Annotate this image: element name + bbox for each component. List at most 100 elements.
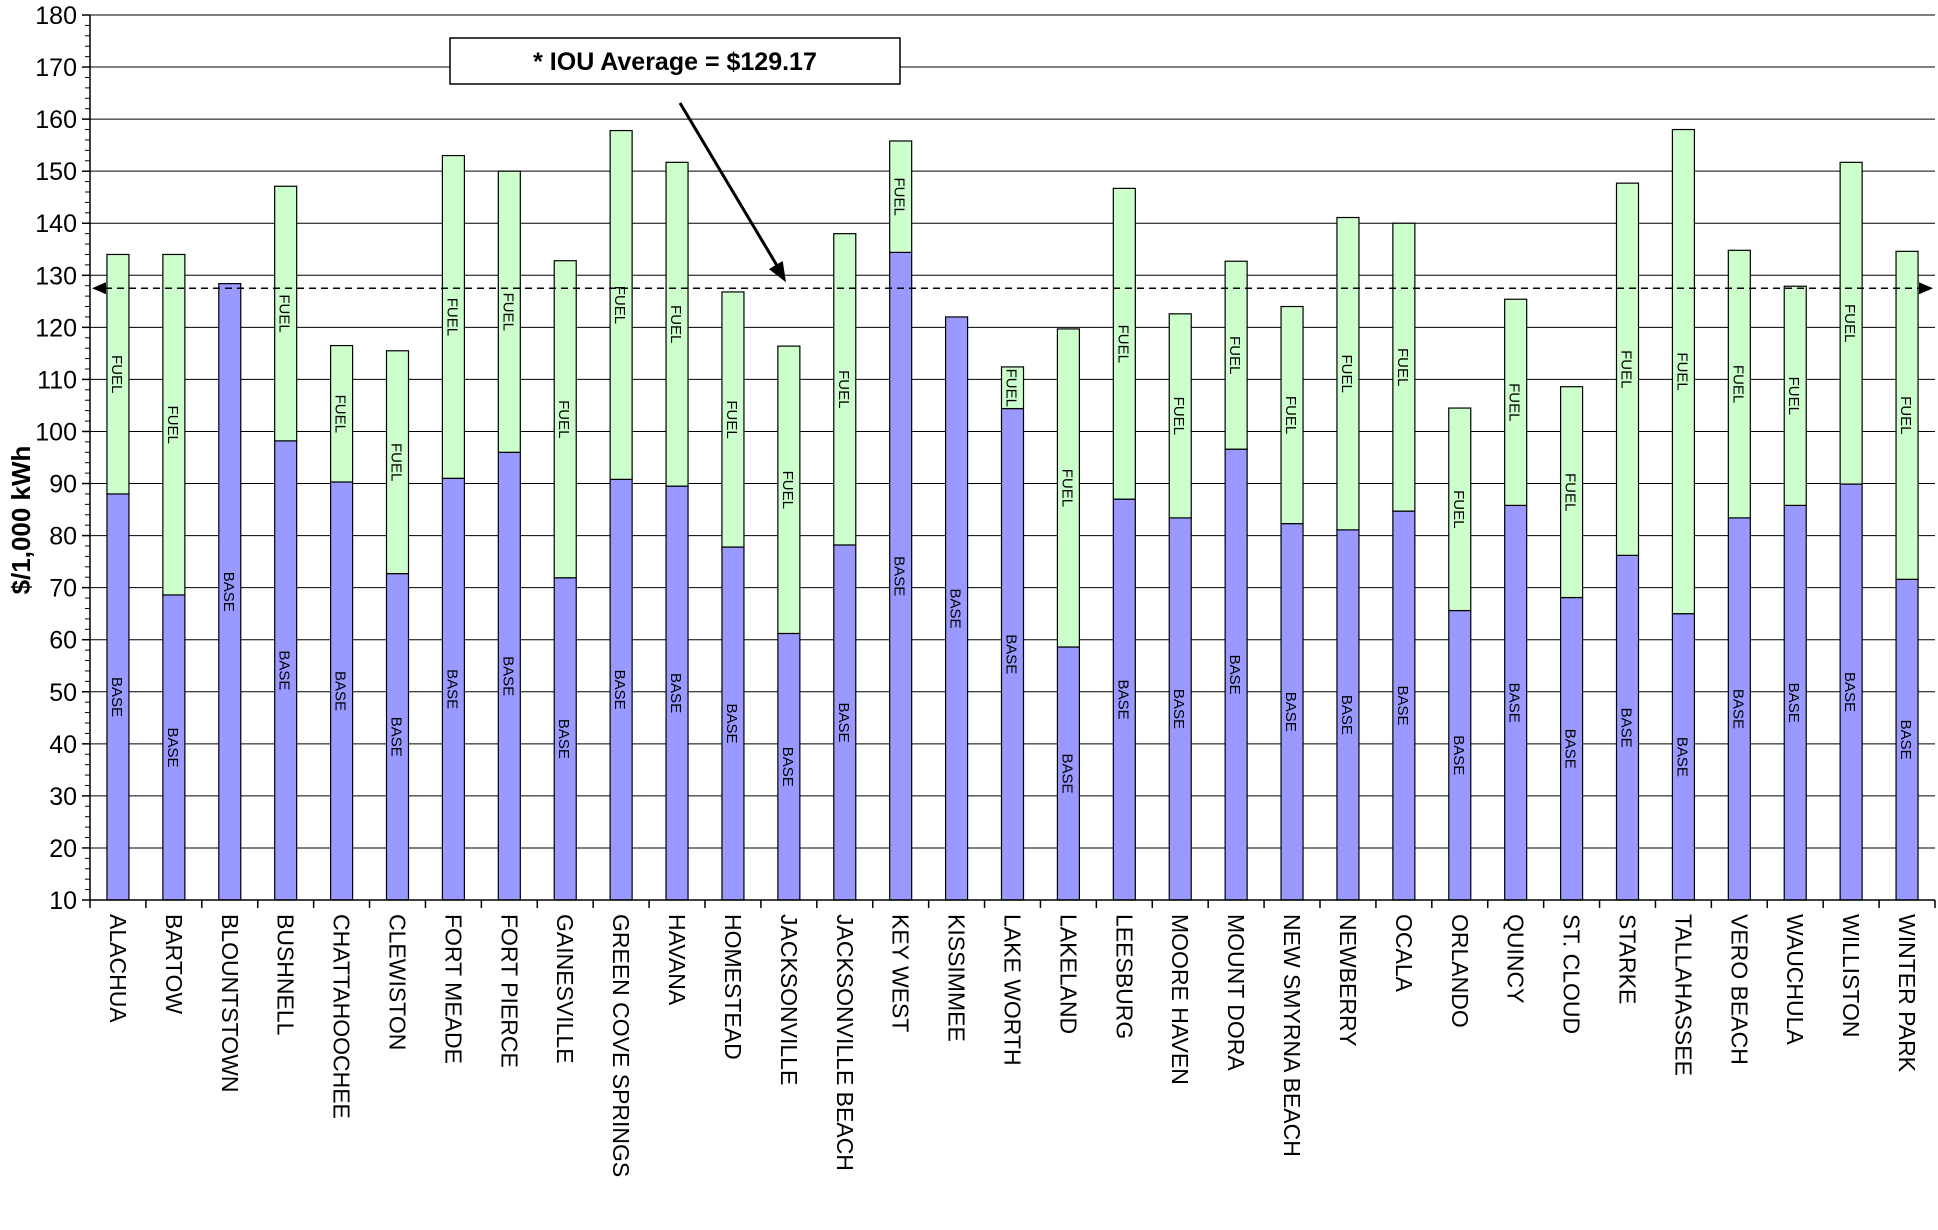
x-category-label: BARTOW: [161, 914, 187, 1014]
bar-fuel-label: FUEL: [1394, 348, 1411, 386]
bar-base-label: BASE: [1226, 655, 1243, 695]
x-category-label: LAKELAND: [1055, 914, 1081, 1034]
bar-base-label: BASE: [164, 727, 181, 767]
bar-fuel-label: FUEL: [555, 400, 572, 438]
bar-fuel-label: FUEL: [1338, 355, 1355, 393]
bar-base-label: BASE: [1114, 680, 1131, 720]
bar-fuel-28: [1671, 128, 1696, 615]
y-tick-label: 130: [35, 262, 77, 290]
x-category-label: HAVANA: [664, 914, 690, 1006]
x-category-label: OCALA: [1391, 914, 1417, 993]
bar-fuel-label: FUEL: [276, 294, 293, 332]
bar-base-label: BASE: [332, 671, 349, 711]
x-category-label: FORT PIERCE: [496, 914, 522, 1068]
bar-fuel-27: [1615, 182, 1640, 556]
x-category-label: FORT MEADE: [440, 914, 466, 1064]
bar-fuel-label: FUEL: [499, 293, 516, 331]
bar-fuel-label: FUEL: [1226, 336, 1243, 374]
x-category-label: BUSHNELL: [273, 914, 299, 1036]
bar-fuel-29: [1727, 249, 1751, 519]
y-tick-label: 30: [49, 783, 77, 811]
bar-base-label: BASE: [220, 572, 237, 612]
bar-base-label: BASE: [1562, 729, 1579, 769]
bar-fuel-7: [497, 170, 521, 453]
bar-fuel-32: [1895, 250, 1919, 580]
annotation-arrowhead: [768, 261, 786, 283]
bar-fuel-26: [1559, 386, 1584, 599]
bar-base-label: BASE: [1394, 686, 1411, 726]
annotation-box: [449, 37, 901, 85]
bar-fuel-1: [162, 253, 186, 596]
bar-fuel-9: [609, 129, 633, 480]
y-axis-label: $/1,000 kWh: [6, 446, 36, 595]
x-category-label: GAINESVILLE: [552, 914, 578, 1064]
x-category-label: MOUNT DORA: [1223, 914, 1249, 1071]
x-category-label: GREEN COVE SPRINGS: [608, 914, 634, 1177]
x-category-label: TALLAHASSEE: [1670, 914, 1696, 1076]
bar-fuel-label: FUEL: [164, 406, 181, 444]
x-category-label: NEWBERRY: [1335, 914, 1361, 1047]
bar-fuel-10: [665, 161, 689, 487]
bar-fuel-22: [1336, 216, 1360, 531]
bar-base-label: BASE: [1170, 689, 1187, 729]
bar-fuel-label: FUEL: [1003, 369, 1020, 407]
bar-fuel-23: [1392, 222, 1416, 512]
x-category-label: WINTER PARK: [1894, 914, 1920, 1073]
bar-base-label: BASE: [1282, 692, 1299, 732]
y-tick-label: 20: [49, 835, 77, 863]
bar-fuel-18: [1112, 187, 1136, 500]
x-category-label: CLEWISTON: [385, 914, 411, 1050]
bar-base-label: BASE: [1450, 735, 1467, 775]
bar-fuel-5: [385, 350, 410, 575]
bar-fuel-label: FUEL: [1785, 377, 1802, 415]
bar-fuel-label: FUEL: [388, 443, 405, 481]
bar-fuel-label: FUEL: [835, 370, 852, 408]
bar-fuel-label: FUEL: [1282, 396, 1299, 434]
y-tick-label: 110: [37, 366, 77, 394]
bar-base-label: BASE: [667, 673, 684, 713]
bar-fuel-8: [553, 260, 577, 579]
x-category-label: STARKE: [1615, 914, 1641, 1004]
annotation-label: * IOU Average = $129.17: [533, 48, 817, 76]
x-category-label: WAUCHULA: [1782, 914, 1808, 1045]
bar-fuel-label: FUEL: [1841, 304, 1858, 342]
bar-fuel-label: FUEL: [667, 305, 684, 343]
bar-fuel-label: FUEL: [723, 400, 740, 438]
bar-fuel-0: [106, 253, 130, 495]
bar-base-label: BASE: [1673, 737, 1690, 777]
bar-fuel-label: FUEL: [1058, 469, 1075, 507]
x-category-label: LEESBURG: [1111, 914, 1137, 1039]
x-category-label: QUINCY: [1503, 914, 1529, 1003]
x-category-label: NEW SMYRNA BEACH: [1279, 914, 1305, 1157]
bar-fuel-label: FUEL: [1729, 365, 1746, 403]
y-tick-label: 150: [35, 158, 77, 186]
bar-fuel-label: FUEL: [1618, 350, 1635, 388]
x-category-label: ST. CLOUD: [1559, 914, 1585, 1034]
bar-base-label: BASE: [1897, 720, 1914, 760]
bar-fuel-label: FUEL: [443, 298, 460, 336]
bar-fuel-label: FUEL: [1450, 490, 1467, 528]
bar-fuel-label: FUEL: [332, 395, 349, 433]
y-tick-label: 170: [35, 54, 77, 82]
x-category-label: BLOUNTSTOWN: [217, 914, 243, 1092]
bar-fuel-12: [777, 345, 801, 635]
y-tick-label: 180: [35, 2, 77, 30]
bar-base-label: BASE: [1841, 672, 1858, 712]
bar-base-label: BASE: [1618, 708, 1635, 748]
bar-base-label: BASE: [723, 704, 740, 744]
bar-base-label: BASE: [835, 702, 852, 742]
bar-fuel-label: FUEL: [891, 178, 908, 216]
y-tick-label: 40: [49, 731, 77, 759]
x-category-label: ORLANDO: [1447, 914, 1473, 1028]
axes: 10 20 30 40 50 60 70 80 90 100 110 120 130 140 150 160 1…: [35, 2, 1936, 1177]
bar-base-label: BASE: [891, 556, 908, 596]
bar-fuel-3: [274, 185, 298, 442]
bar-base-label: BASE: [443, 669, 460, 709]
bar-fuel-label: FUEL: [1114, 325, 1131, 363]
y-tick-label: 140: [35, 210, 77, 238]
x-category-label: MOORE HAVEN: [1167, 914, 1193, 1085]
bar-base-label: BASE: [1506, 683, 1523, 723]
bar-fuel-14: [889, 140, 913, 253]
